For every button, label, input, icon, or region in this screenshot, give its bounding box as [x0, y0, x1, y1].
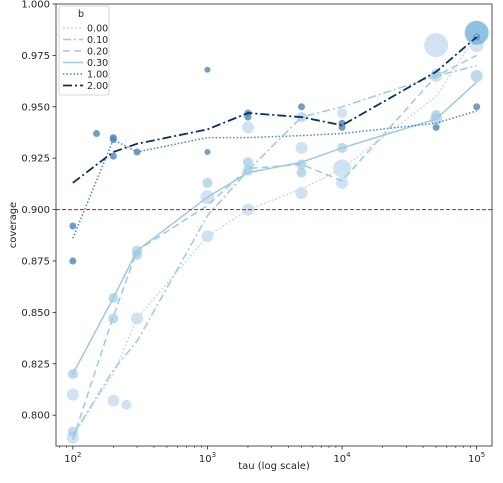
scatter-point	[296, 167, 307, 178]
scatter-point	[432, 123, 440, 131]
y-tick-label: 0.975	[21, 51, 50, 62]
scatter-point	[107, 394, 120, 407]
scatter-point	[121, 399, 132, 410]
scatter-point	[67, 369, 78, 380]
scatter-point	[69, 222, 77, 230]
y-tick-label: 0.900	[21, 205, 50, 216]
y-axis-ticks: 0.800 0.825 0.850 0.875 0.900 0.925 0.950 0.975…	[21, 0, 56, 422]
y-tick-label: 0.925	[21, 154, 50, 165]
series-line-0.30	[72, 81, 478, 375]
scatter-point	[242, 157, 253, 168]
scatter-point	[295, 141, 308, 154]
scatter-point	[424, 33, 449, 58]
series-line-2.00	[72, 36, 478, 184]
scatter-point	[337, 107, 348, 118]
x-tick-label: 103	[199, 451, 216, 465]
x-axis-ticks: 102 103 104 105	[59, 446, 485, 465]
scatter-point	[93, 130, 101, 138]
y-tick-label: 0.875	[21, 256, 50, 267]
y-tick-label: 0.800	[21, 411, 50, 422]
series-line-0.00	[72, 34, 478, 437]
legend: b0.000.100.200.301.002.00	[58, 5, 110, 96]
scatter-point	[464, 20, 489, 45]
x-tick-label: 105	[468, 451, 485, 465]
series-line-0.10	[72, 64, 477, 437]
legend-label-0.10: 0.10	[87, 35, 108, 46]
scatter-point	[204, 149, 211, 156]
scatter-point	[202, 177, 213, 188]
legend-label-1.00: 1.00	[87, 70, 108, 81]
scatter-point	[109, 152, 117, 160]
x-tick-label: 104	[333, 451, 351, 465]
series-line-0.20	[72, 54, 478, 441]
scatter-point	[298, 103, 306, 111]
x-tick-label: 102	[64, 451, 81, 465]
scatter-layer	[66, 20, 489, 444]
scatter-point	[241, 121, 254, 134]
scatter-point	[109, 134, 117, 142]
legend-label-0.20: 0.20	[87, 47, 108, 58]
scatter-point	[66, 388, 79, 401]
scatter-point	[470, 69, 483, 82]
scatter-point	[473, 103, 481, 111]
y-tick-label: 0.825	[21, 359, 50, 370]
y-tick-label: 0.850	[21, 308, 50, 319]
legend-label-0.00: 0.00	[87, 24, 108, 35]
y-axis-label: coverage	[8, 202, 19, 248]
x-axis-label: tau (log scale)	[238, 461, 310, 472]
series-lines	[72, 34, 478, 441]
legend-label-0.30: 0.30	[87, 58, 108, 69]
series-line-1.00	[72, 110, 477, 239]
scatter-point	[201, 230, 214, 243]
legend-title: b	[78, 9, 84, 20]
axes-frame	[55, 3, 493, 447]
scatter-point	[69, 257, 77, 265]
y-tick-label: 0.950	[21, 102, 50, 113]
scatter-point	[131, 312, 144, 325]
y-tick-label: 1.000	[21, 0, 50, 11]
legend-label-2.00: 2.00	[87, 81, 108, 92]
scatter-point	[241, 203, 254, 216]
scatter-point	[204, 66, 211, 73]
